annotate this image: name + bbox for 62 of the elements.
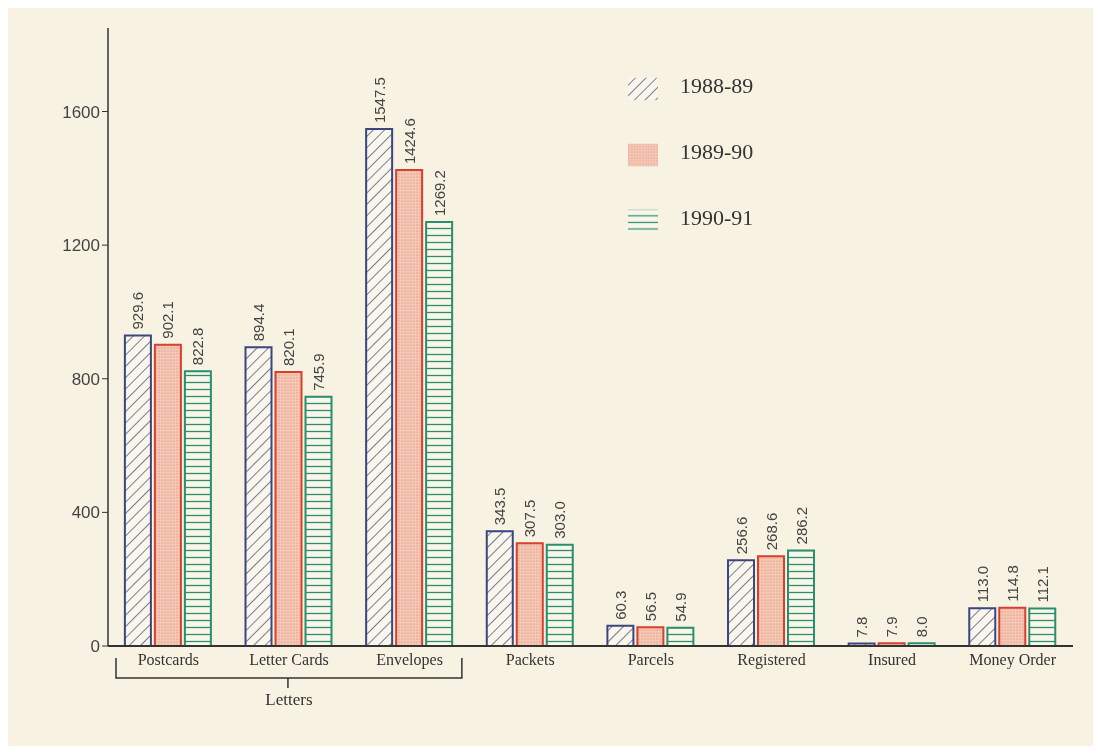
y-tick-label: 1200 [62,236,100,256]
data-label: 820.1 [280,328,298,367]
data-label: 268.6 [762,512,780,551]
bar [666,626,695,646]
data-label: 114.8 [1003,565,1021,602]
data-label: 894.4 [250,303,268,342]
data-label: 822.8 [189,327,207,366]
data-label: 745.9 [310,353,328,391]
legend-label: 1988-89 [680,73,754,98]
bar [1028,607,1057,646]
data-label: 112.1 [1033,566,1051,603]
legend-label: 1989-90 [680,139,754,164]
bar [515,542,544,646]
bar [485,530,514,646]
data-label: 113.0 [973,565,991,603]
bar [425,221,454,646]
bar [395,169,424,646]
data-label: 1269.2 [430,170,448,217]
x-tick-label: Parcels [627,651,674,669]
data-label: 303.0 [551,501,569,539]
x-tick-label: Letter Cards [249,651,329,669]
bar [123,334,152,646]
y-tick-label: 1600 [62,102,100,122]
data-label: 1424.6 [400,118,418,165]
y-tick-label: 800 [71,369,100,389]
bar [153,343,182,646]
bar [757,555,786,646]
data-label: 60.3 [611,590,629,620]
data-label: 929.6 [129,291,147,330]
text: Letters [264,690,314,710]
data-label: 7.8 [853,616,871,638]
data-label: 307.5 [521,499,539,538]
bar [636,626,665,646]
bar [606,624,635,646]
data-label: 7.9 [883,616,901,638]
data-label: 343.5 [491,487,509,526]
x-tick-label: Money Order [969,651,1057,670]
x-tick-label: Insured [868,651,917,669]
data-label: 54.9 [671,592,689,622]
data-label: 286.2 [792,506,810,545]
bar [244,346,273,646]
y-tick-label: 0 [90,637,100,657]
data-label: 256.6 [732,516,750,555]
bar [365,128,394,646]
bar [727,559,756,646]
x-tick-label: Envelopes [376,651,443,670]
x-tick-label: Registered [737,651,806,670]
data-label: 8.0 [913,616,931,638]
legend-label: 1990-91 [680,205,754,230]
bar [183,370,212,646]
bar [998,606,1027,646]
bar [787,549,816,646]
y-tick-label: 400 [71,503,100,523]
bar [545,543,574,646]
x-tick-label: Packets [505,651,555,669]
bar [304,395,333,646]
data-label: 56.5 [641,591,659,622]
x-tick-label: Postcards [137,651,199,669]
data-label: 902.1 [159,301,177,339]
bar [968,607,997,646]
bar [274,371,303,646]
data-label: 1547.5 [370,77,388,124]
